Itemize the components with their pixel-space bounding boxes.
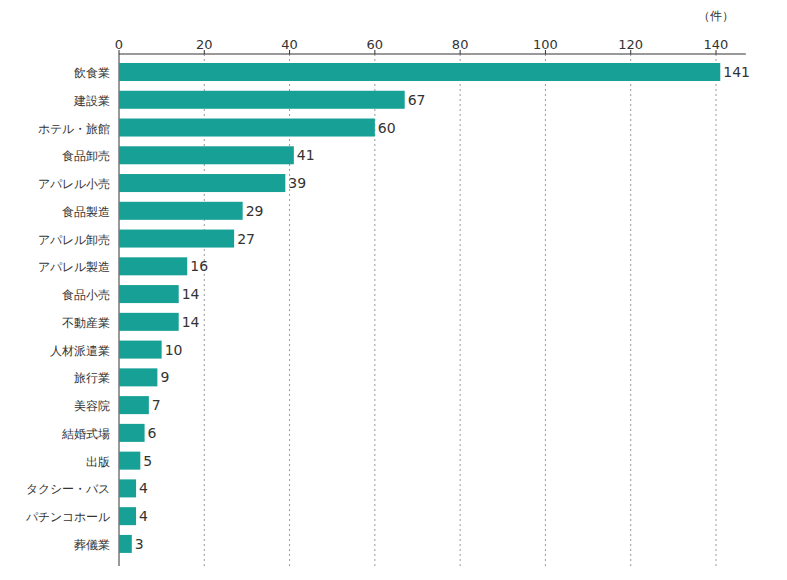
category-label: 飲食業: [74, 66, 110, 80]
data-label: 141: [723, 64, 750, 80]
data-label: 6: [148, 425, 157, 441]
category-label: 美容院: [74, 399, 110, 413]
bars: [119, 63, 720, 553]
category-label: アパレル卸売: [38, 233, 110, 247]
bar: [119, 174, 285, 192]
category-label: パチンコホール: [25, 510, 110, 524]
data-label: 16: [190, 258, 208, 274]
category-label: 葬儀業: [74, 538, 110, 552]
category-label: ホテル・旅館: [38, 122, 110, 136]
data-label: 4: [139, 480, 148, 496]
data-label: 7: [152, 397, 161, 413]
grid-line: [545, 54, 546, 566]
chart-svg: 020406080100120140（件）飲食業141建設業67ホテル・旅館60…: [0, 0, 787, 580]
tick-label: 60: [367, 37, 384, 52]
data-label: 14: [182, 286, 200, 302]
axis-label: （件）: [698, 9, 734, 23]
grid-line: [460, 54, 461, 566]
tick-label: 0: [115, 37, 123, 52]
data-label: 39: [288, 175, 306, 191]
tick-label: 120: [618, 37, 643, 52]
data-label: 67: [408, 92, 426, 108]
category-label: タクシー・バス: [26, 482, 110, 496]
data-label: 10: [165, 342, 183, 358]
tick-label: 40: [281, 37, 298, 52]
data-label: 9: [160, 369, 169, 385]
chart-container: 020406080100120140（件）飲食業141建設業67ホテル・旅館60…: [0, 0, 787, 580]
data-label: 14: [182, 314, 200, 330]
tick-label: 140: [704, 37, 729, 52]
data-label: 27: [237, 231, 255, 247]
bar: [119, 452, 140, 470]
data-label: 41: [297, 147, 315, 163]
category-label: アパレル小売: [38, 177, 110, 191]
category-label: 食品小売: [62, 288, 110, 302]
data-label: 3: [135, 536, 144, 552]
bar: [119, 285, 179, 303]
bar: [119, 479, 136, 497]
bar: [119, 507, 136, 525]
category-label: 食品卸売: [62, 149, 110, 163]
grid-line: [716, 54, 717, 566]
tick-label: 80: [452, 37, 469, 52]
category-label: 食品製造: [62, 205, 110, 219]
bar: [119, 119, 375, 137]
bar: [119, 396, 149, 414]
category-label: 結婚式場: [61, 427, 110, 441]
category-label: 出版: [86, 455, 110, 469]
bar: [119, 341, 162, 359]
bar: [119, 424, 145, 442]
bar: [119, 313, 179, 331]
bar: [119, 257, 187, 275]
bar: [119, 230, 234, 248]
data-label: 29: [246, 203, 264, 219]
category-label: 旅行業: [74, 371, 110, 385]
data-label: 4: [139, 508, 148, 524]
tick-label: 100: [533, 37, 558, 52]
category-label: 建設業: [73, 94, 110, 108]
tick-label: 20: [196, 37, 213, 52]
bar: [119, 91, 405, 109]
data-label: 5: [143, 453, 152, 469]
bar: [119, 368, 157, 386]
data-label: 60: [378, 120, 396, 136]
grid-line: [630, 54, 631, 566]
bar: [119, 63, 720, 81]
category-label: 人材派遣業: [50, 344, 110, 358]
bar: [119, 146, 294, 164]
bar: [119, 535, 132, 553]
category-label: アパレル製造: [38, 260, 110, 274]
x-axis: [119, 54, 746, 55]
category-label: 不動産業: [62, 316, 110, 330]
bar: [119, 202, 243, 220]
